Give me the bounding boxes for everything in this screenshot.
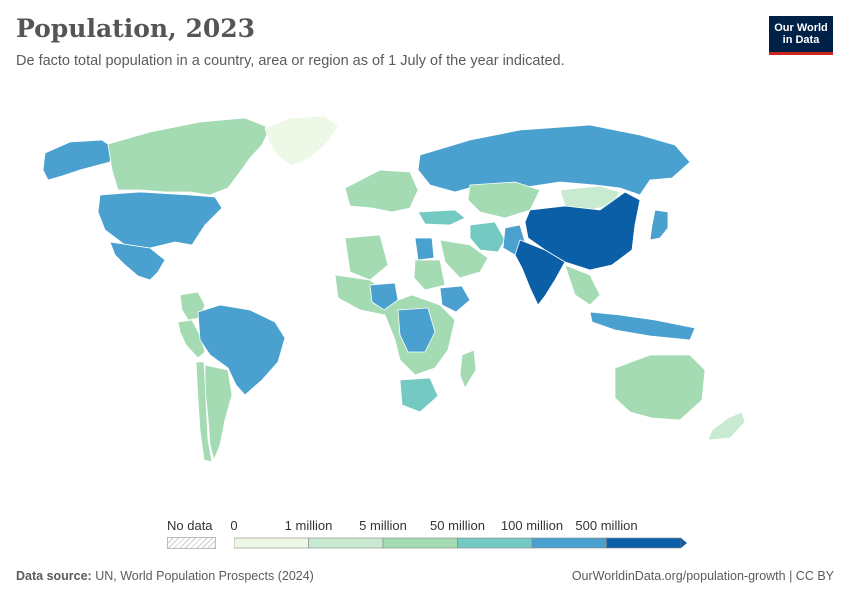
country-algeria[interactable] bbox=[344, 234, 389, 281]
country-dr-congo[interactable] bbox=[397, 307, 436, 353]
chart-title: Population, 2023 bbox=[16, 14, 256, 43]
legend-threshold-label: 0 bbox=[230, 518, 238, 533]
country-china[interactable] bbox=[524, 191, 641, 271]
country-greenland[interactable] bbox=[264, 115, 339, 167]
legend-swatch bbox=[457, 537, 533, 549]
country-chile[interactable] bbox=[195, 361, 213, 463]
world-map[interactable] bbox=[0, 100, 850, 500]
legend-swatch bbox=[606, 537, 682, 549]
legend-threshold-label: 1 million bbox=[284, 518, 333, 533]
data-source-text: UN, World Population Prospects (2024) bbox=[95, 569, 314, 583]
country-india[interactable] bbox=[514, 239, 566, 306]
legend-threshold-label: 100 million bbox=[500, 518, 564, 533]
country-kazakhstan[interactable] bbox=[467, 181, 541, 219]
country-brazil[interactable] bbox=[197, 304, 286, 396]
country-south-africa[interactable] bbox=[399, 377, 439, 413]
country-egypt[interactable] bbox=[414, 237, 435, 261]
legend-swatch bbox=[531, 537, 607, 549]
legend-threshold-label: 500 million bbox=[575, 518, 638, 533]
data-source-label: Data source: bbox=[16, 569, 92, 583]
landmass bbox=[564, 264, 601, 306]
legend-threshold-label: 5 million bbox=[359, 518, 407, 533]
country-madagascar[interactable] bbox=[459, 349, 477, 389]
legend-no-data-label: No data bbox=[167, 518, 213, 533]
legend-overflow-arrow bbox=[681, 538, 687, 548]
country-alaska-united-states[interactable] bbox=[42, 139, 113, 181]
country-iran[interactable] bbox=[469, 221, 506, 253]
country-australia[interactable] bbox=[614, 354, 706, 421]
legend-swatch bbox=[308, 537, 384, 549]
country-japan[interactable] bbox=[649, 209, 669, 241]
legend-swatch bbox=[382, 537, 458, 549]
logo-line-2: in Data bbox=[782, 34, 820, 46]
legend-threshold-label: 50 million bbox=[430, 518, 485, 533]
country-indonesia[interactable] bbox=[589, 311, 696, 341]
country-russia[interactable] bbox=[417, 124, 691, 196]
country-united-states[interactable] bbox=[97, 191, 223, 249]
country-ethiopia[interactable] bbox=[439, 285, 471, 313]
landmass bbox=[344, 169, 419, 213]
legend-swatch bbox=[234, 537, 309, 549]
country-sudan[interactable] bbox=[413, 259, 446, 291]
source-url-link[interactable]: OurWorldinData.org/population-growth | C… bbox=[571, 569, 834, 583]
country-peru[interactable] bbox=[177, 319, 206, 359]
data-source: Data source: UN, World Population Prospe… bbox=[16, 569, 314, 583]
legend-no-data-swatch bbox=[167, 537, 216, 549]
country-canada[interactable] bbox=[107, 117, 271, 196]
chart-subtitle: De facto total population in a country, … bbox=[16, 53, 565, 69]
country-turkey[interactable] bbox=[417, 209, 466, 226]
country-saudi-arabia[interactable] bbox=[439, 239, 489, 279]
country-nigeria[interactable] bbox=[369, 282, 399, 311]
country-mexico[interactable] bbox=[109, 241, 166, 281]
country-new-zealand[interactable] bbox=[707, 411, 746, 441]
owid-logo[interactable]: Our World in Data bbox=[769, 16, 833, 55]
logo-line-1: Our World bbox=[774, 22, 828, 34]
legend-color-scale bbox=[234, 537, 687, 549]
